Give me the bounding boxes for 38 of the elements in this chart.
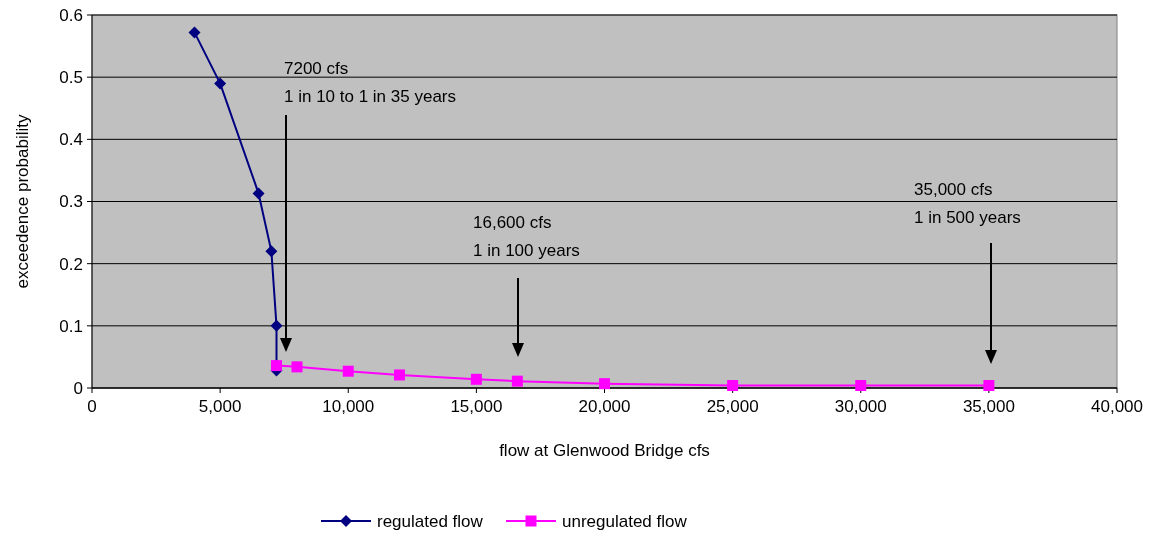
y-tick-label: 0.4: [59, 130, 83, 150]
x-tick-label: 15,000: [450, 397, 503, 416]
point: [394, 369, 405, 381]
y-tick-label: 0.6: [59, 5, 83, 25]
y-tick-label: 0.2: [59, 254, 83, 274]
point: [270, 319, 283, 332]
annotation: 7200 cfs 1 in 10 to 1 in 35 years: [284, 59, 457, 106]
x-tick-label: 40,000: [1091, 397, 1143, 416]
point: [271, 360, 282, 372]
annotation: 35,000 cfs 1 in 500 years: [914, 180, 1021, 227]
point: [470, 373, 482, 385]
legend-label: unregulated flow: [562, 511, 688, 531]
y-tick-label: 0.1: [59, 316, 83, 336]
legend-label: regulated flow: [377, 511, 484, 531]
point: [599, 378, 610, 390]
x-tick-label: 30,000: [834, 397, 887, 416]
point: [265, 245, 278, 258]
y-tick-label: 0.5: [59, 68, 83, 88]
point: [291, 361, 303, 373]
x-tick-label: 25,000: [706, 397, 759, 416]
point: [855, 380, 867, 392]
point: [727, 380, 739, 392]
x-tick-label: 20,000: [578, 397, 631, 416]
y-tick-label: 0.3: [59, 192, 83, 212]
point: [342, 365, 354, 377]
point: [214, 77, 227, 90]
point: [983, 380, 995, 392]
x-axis-title: flow at Glenwood Bridge cfs: [499, 441, 710, 460]
y-tick-label: 0: [73, 378, 83, 398]
x-tick-label: 5,000: [198, 397, 242, 416]
x-tick-label: 35,000: [962, 397, 1015, 416]
point: [252, 187, 265, 200]
x-tick-label: 10,000: [322, 397, 375, 416]
y-axis-title: exceedence probability: [13, 114, 32, 289]
point: [511, 375, 523, 387]
x-tick-label: 0: [87, 397, 97, 416]
point: [188, 26, 201, 39]
annotation: 16,600 cfs 1 in 100 years: [473, 213, 580, 260]
